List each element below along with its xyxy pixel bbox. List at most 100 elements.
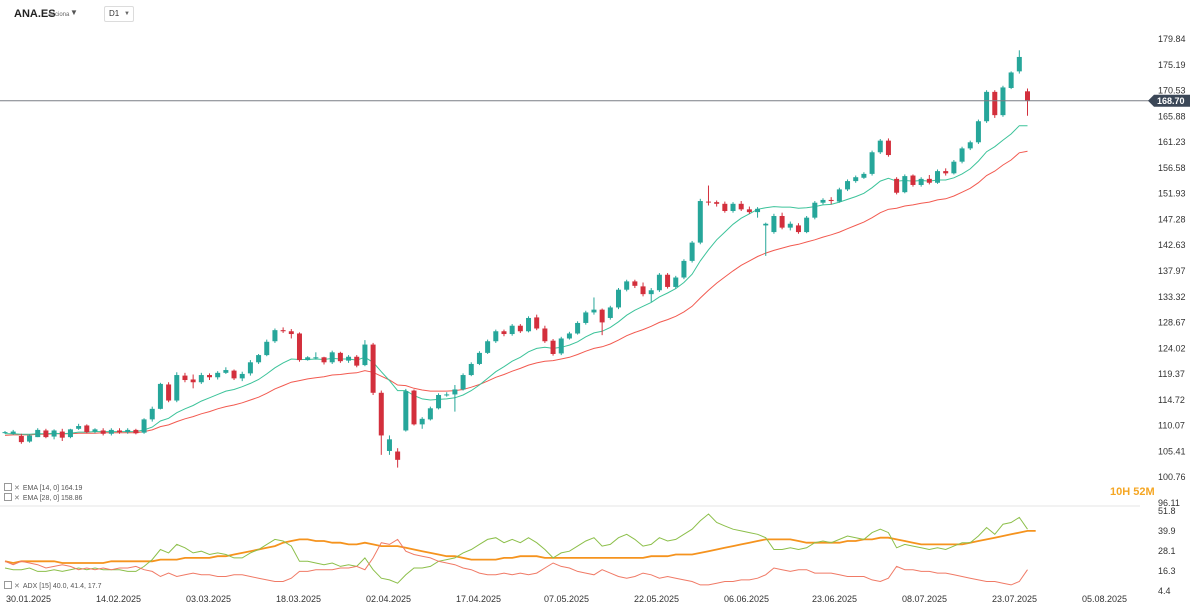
indicator-settings-icon[interactable] — [4, 581, 12, 589]
candle-body — [828, 199, 834, 202]
price-axis-tick-label: 110.07 — [1158, 421, 1185, 431]
candle-body — [468, 363, 474, 376]
time-axis-tick-label: 07.05.2025 — [544, 594, 589, 604]
candle-body — [853, 177, 859, 182]
candle-body — [378, 392, 384, 436]
candle-body — [288, 331, 294, 335]
price-axis-tick-label: 105.41 — [1158, 446, 1186, 456]
candle-body — [869, 152, 875, 174]
price-axis-tick-label: 124.02 — [1158, 343, 1186, 353]
candle-body — [362, 344, 368, 366]
price-axis-tick-label: 156.58 — [1158, 163, 1186, 173]
candle-body — [10, 431, 16, 434]
price-axis-tick-label: 119.37 — [1158, 369, 1185, 379]
candle-body — [198, 375, 204, 383]
candle-body — [558, 338, 564, 354]
legend-adx[interactable]: ✕ ADX [15] 40.0, 41.4, 17.7 — [4, 581, 102, 590]
timeframe-select[interactable]: D1 ▼ — [104, 6, 134, 22]
chevron-down-icon: ▼ — [124, 11, 130, 17]
candle-body — [755, 208, 761, 213]
candle-body — [337, 352, 343, 362]
candle-body — [804, 217, 810, 233]
candle-body — [117, 430, 123, 433]
price-axis-tick-label: 96.11 — [1158, 498, 1180, 508]
candle-body — [943, 171, 949, 174]
candle-body — [67, 429, 73, 438]
candle-body — [845, 181, 851, 190]
candle-body — [812, 202, 818, 218]
candle-body — [550, 340, 556, 354]
remove-indicator-icon[interactable]: ✕ — [14, 485, 20, 492]
candle-body — [182, 375, 188, 381]
candle-body — [354, 356, 360, 366]
candle-body — [18, 436, 24, 443]
candle-body — [705, 201, 711, 203]
candle-body — [476, 352, 482, 364]
candle-body — [910, 175, 916, 185]
candle-body — [100, 430, 106, 434]
candle-body — [174, 375, 180, 401]
symbol-label[interactable]: ANA.ES — [14, 8, 56, 20]
price-axis-tick-label: 142.63 — [1158, 240, 1186, 250]
candle-body — [264, 341, 270, 356]
candle-body — [108, 429, 114, 434]
exchange-label: Acciona — [48, 12, 70, 18]
legend-ema14[interactable]: ✕ EMA [14, 0] 164.19 — [4, 483, 82, 492]
adx-axis-tick-label: 28.1 — [1158, 546, 1176, 556]
candle-body — [403, 391, 409, 431]
candle-body — [386, 439, 392, 451]
timeframe-value: D1 — [109, 9, 120, 18]
ema14-line — [5, 125, 1028, 435]
time-axis-tick-label: 23.06.2025 — [812, 594, 857, 604]
candle-body — [370, 344, 376, 393]
indicator-settings-icon[interactable] — [4, 493, 12, 501]
price-axis-tick-label: 100.76 — [1158, 472, 1186, 482]
candle-body — [501, 331, 507, 335]
candle-body — [346, 356, 352, 361]
candle-body — [444, 394, 450, 396]
candle-body — [493, 331, 499, 342]
candle-body — [27, 435, 33, 442]
ema28-line — [4, 150, 1028, 436]
legend-ema28-text: EMA [28, 0] 158.86 — [22, 495, 83, 502]
time-axis-tick-label: 08.07.2025 — [902, 594, 947, 604]
candle-body — [272, 330, 278, 342]
candle-body — [166, 384, 172, 401]
candle-body — [526, 317, 532, 332]
candle-body — [967, 142, 973, 149]
indicator-settings-icon[interactable] — [4, 483, 12, 491]
candle-body — [771, 215, 777, 233]
legend-ema28[interactable]: ✕ EMA [28, 0] 158.86 — [4, 493, 82, 502]
candle-body — [460, 375, 466, 390]
candle-body — [190, 379, 196, 383]
candle-body — [697, 201, 703, 243]
price-axis-tick-label: 114.72 — [1158, 395, 1185, 405]
plus-di-line — [4, 513, 1028, 584]
remove-indicator-icon[interactable]: ✕ — [14, 495, 20, 502]
chart-toolbar: ANA.ES Acciona ▼ D1 ▼ — [0, 0, 1200, 28]
candle-body — [673, 277, 679, 287]
candle-body — [624, 281, 630, 290]
remove-indicator-icon[interactable]: ✕ — [14, 583, 20, 590]
candle-body — [885, 140, 891, 156]
adx-axis-tick-label: 16.3 — [1158, 566, 1176, 576]
candle-body — [59, 431, 65, 438]
legend-ema14-text: EMA [14, 0] 164.19 — [22, 485, 83, 492]
candle-body — [256, 355, 262, 363]
price-axis-tick-label: 147.28 — [1158, 214, 1186, 224]
candle-body — [656, 274, 662, 291]
candle-body — [239, 373, 245, 379]
candle-body — [935, 171, 941, 183]
candle-body — [215, 372, 221, 378]
candle-body — [689, 242, 695, 261]
adx-axis-tick-label: 39.9 — [1158, 526, 1176, 536]
candle-body — [141, 419, 147, 433]
symbol-dropdown-chevron-icon[interactable]: ▼ — [70, 8, 78, 17]
candle-body — [607, 307, 613, 318]
candle-body — [280, 330, 286, 332]
minus-di-line — [4, 538, 1028, 586]
candle-body — [296, 333, 302, 361]
candle-body — [877, 140, 883, 153]
candle-body — [509, 325, 515, 335]
